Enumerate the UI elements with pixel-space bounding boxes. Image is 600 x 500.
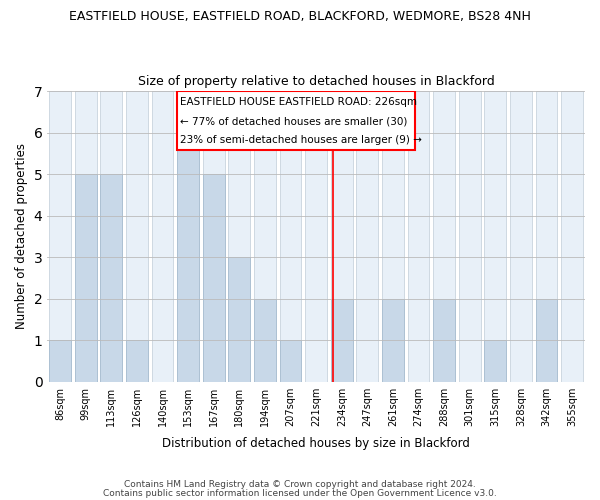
Bar [100,174,122,382]
Bar [331,91,353,382]
Bar [433,91,455,382]
Bar [536,298,557,382]
Bar [254,298,276,382]
X-axis label: Distribution of detached houses by size in Blackford: Distribution of detached houses by size … [162,437,470,450]
Bar [100,91,122,382]
Bar [484,340,506,382]
Bar [49,91,71,382]
Title: Size of property relative to detached houses in Blackford: Size of property relative to detached ho… [138,76,494,88]
Bar [229,91,250,382]
Bar [484,91,506,382]
Bar [176,91,415,150]
Bar [356,91,378,382]
Bar [203,91,224,382]
Bar [152,91,173,382]
Text: Contains public sector information licensed under the Open Government Licence v3: Contains public sector information licen… [103,488,497,498]
Bar [562,91,583,382]
Bar [536,91,557,382]
Bar [331,298,353,382]
Bar [280,91,301,382]
Bar [75,91,97,382]
Y-axis label: Number of detached properties: Number of detached properties [15,144,28,330]
Bar [510,91,532,382]
Bar [177,91,199,382]
Text: EASTFIELD HOUSE, EASTFIELD ROAD, BLACKFORD, WEDMORE, BS28 4NH: EASTFIELD HOUSE, EASTFIELD ROAD, BLACKFO… [69,10,531,23]
Bar [254,91,276,382]
Bar [433,298,455,382]
Bar [177,132,199,382]
Bar [305,91,327,382]
Bar [75,174,97,382]
Bar [407,91,430,382]
Text: 23% of semi-detached houses are larger (9) →: 23% of semi-detached houses are larger (… [181,135,422,145]
Text: ← 77% of detached houses are smaller (30): ← 77% of detached houses are smaller (30… [181,116,408,126]
Bar [229,257,250,382]
Bar [126,91,148,382]
Bar [49,340,71,382]
Bar [459,91,481,382]
Text: EASTFIELD HOUSE EASTFIELD ROAD: 226sqm: EASTFIELD HOUSE EASTFIELD ROAD: 226sqm [181,98,418,108]
Bar [382,91,404,382]
Bar [280,340,301,382]
Bar [203,174,224,382]
Bar [126,340,148,382]
Bar [382,298,404,382]
Text: Contains HM Land Registry data © Crown copyright and database right 2024.: Contains HM Land Registry data © Crown c… [124,480,476,489]
